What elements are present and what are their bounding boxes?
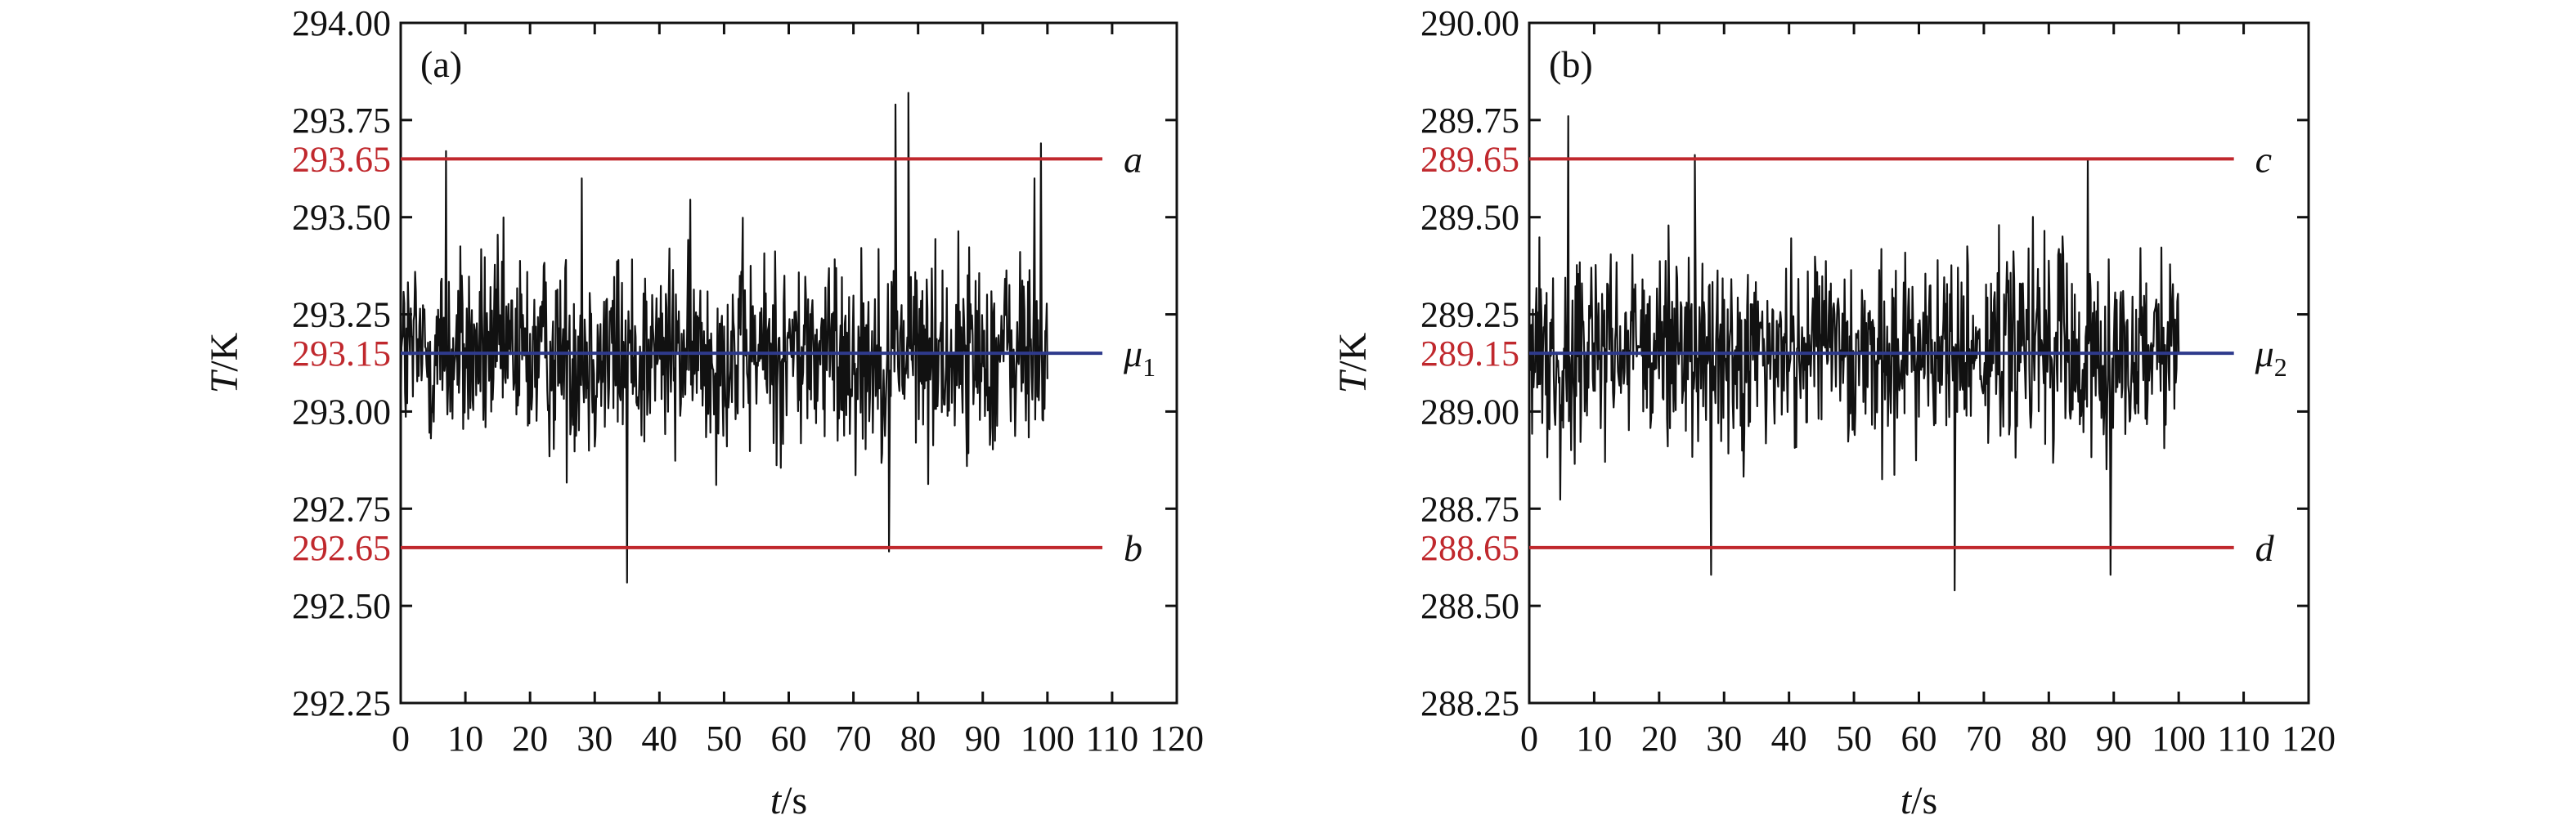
x-tick-label: 120 bbox=[1150, 719, 1204, 759]
x-tick-label: 60 bbox=[1901, 719, 1937, 759]
x-tick-label: 60 bbox=[771, 719, 807, 759]
y-tick-label: 289.75 bbox=[1420, 101, 1519, 141]
x-axis-title-unit: /s bbox=[1911, 779, 1937, 822]
x-tick-label: 20 bbox=[512, 719, 548, 759]
reference-line-tag: c bbox=[2255, 138, 2272, 180]
y-tick-label: 292.50 bbox=[292, 586, 391, 626]
y-tick-label: 294.00 bbox=[292, 3, 391, 43]
reference-line-tag-text: μ bbox=[1123, 333, 1142, 374]
x-axis-title-symbol: t bbox=[1901, 779, 1913, 822]
x-tick-label: 20 bbox=[1641, 719, 1677, 759]
x-axis-title-symbol: t bbox=[770, 779, 783, 822]
y-tick-label: 289.50 bbox=[1420, 198, 1519, 238]
x-tick-label: 50 bbox=[706, 719, 742, 759]
y-tick-label: 292.75 bbox=[292, 489, 391, 529]
panel-label: (b) bbox=[1549, 43, 1593, 85]
x-tick-label: 30 bbox=[1706, 719, 1742, 759]
x-axis-title-unit: /s bbox=[781, 779, 807, 822]
reference-line-tag-text: a bbox=[1124, 138, 1142, 180]
x-tick-label: 90 bbox=[965, 719, 1001, 759]
x-axis-title: t/s bbox=[1901, 779, 1937, 822]
x-tick-label: 10 bbox=[1576, 719, 1612, 759]
reference-line-tag: a bbox=[1124, 138, 1142, 180]
reference-value-label: 293.15 bbox=[292, 334, 391, 374]
y-axis-title: T/K bbox=[203, 332, 246, 393]
x-tick-label: 90 bbox=[2096, 719, 2132, 759]
x-tick-label: 110 bbox=[1086, 719, 1138, 759]
x-tick-label: 70 bbox=[1966, 719, 2002, 759]
reference-line-tag-text: c bbox=[2255, 138, 2272, 180]
y-axis-title-unit: /K bbox=[1331, 332, 1375, 371]
x-tick-label: 10 bbox=[447, 719, 483, 759]
x-tick-label: 100 bbox=[1021, 719, 1075, 759]
reference-line-tag-text: d bbox=[2255, 527, 2275, 569]
reference-line-tag: μ2 bbox=[2255, 333, 2287, 382]
y-tick-label: 289.25 bbox=[1420, 295, 1519, 335]
y-tick-label: 290.00 bbox=[1420, 3, 1519, 43]
y-tick-label: 289.00 bbox=[1420, 392, 1519, 432]
reference-value-label: 288.65 bbox=[1420, 528, 1519, 568]
y-axis-title-symbol: T bbox=[203, 369, 246, 393]
reference-line-tag: b bbox=[1124, 527, 1142, 569]
reference-line-tag: d bbox=[2255, 527, 2275, 569]
x-tick-label: 110 bbox=[2217, 719, 2269, 759]
reference-line-tag-text: b bbox=[1124, 527, 1142, 569]
x-tick-label: 30 bbox=[577, 719, 613, 759]
y-tick-label: 288.75 bbox=[1420, 489, 1519, 529]
reference-line-tag-text: μ bbox=[2255, 333, 2274, 374]
y-tick-label: 293.25 bbox=[292, 295, 391, 335]
y-axis-title-unit: /K bbox=[203, 332, 246, 371]
y-tick-label: 293.50 bbox=[292, 198, 391, 238]
x-tick-label: 50 bbox=[1836, 719, 1872, 759]
x-tick-label: 0 bbox=[1520, 719, 1538, 759]
temperature-series-line bbox=[1528, 115, 2180, 592]
chart-panel-a: 0 10 20 30 40 50 60 70 80 90 100 110 120 292.25 292.50… bbox=[203, 3, 1204, 822]
y-tick-label: 288.25 bbox=[1420, 683, 1519, 723]
reference-line-tag: μ1 bbox=[1123, 333, 1156, 382]
reference-value-label: 293.65 bbox=[292, 139, 391, 179]
x-tick-label: 100 bbox=[2152, 719, 2206, 759]
x-tick-label: 70 bbox=[836, 719, 872, 759]
panel-label: (a) bbox=[420, 43, 462, 85]
x-tick-label: 80 bbox=[900, 719, 936, 759]
reference-value-label: 289.15 bbox=[1420, 334, 1519, 374]
reference-line-tag-subscript: 2 bbox=[2274, 352, 2287, 382]
temperature-series-line bbox=[399, 92, 1048, 584]
y-axis-title: T/K bbox=[1331, 332, 1375, 393]
y-tick-label: 292.25 bbox=[292, 683, 391, 723]
y-axis-title-symbol: T bbox=[1331, 369, 1375, 393]
x-tick-label: 40 bbox=[1771, 719, 1807, 759]
x-axis-title: t/s bbox=[770, 779, 807, 822]
x-tick-label: 0 bbox=[392, 719, 410, 759]
y-tick-label: 293.75 bbox=[292, 101, 391, 141]
x-tick-label: 80 bbox=[2031, 719, 2067, 759]
x-tick-label: 40 bbox=[641, 719, 677, 759]
x-tick-label: 120 bbox=[2282, 719, 2336, 759]
reference-value-label: 292.65 bbox=[292, 528, 391, 568]
chart-panel-b: 0 10 20 30 40 50 60 70 80 90 100 110 120 288.25 288.50… bbox=[1331, 3, 2336, 822]
y-tick-label: 288.50 bbox=[1420, 586, 1519, 626]
reference-line-tag-subscript: 1 bbox=[1142, 352, 1156, 382]
reference-value-label: 289.65 bbox=[1420, 139, 1519, 179]
y-tick-label: 293.00 bbox=[292, 392, 391, 432]
